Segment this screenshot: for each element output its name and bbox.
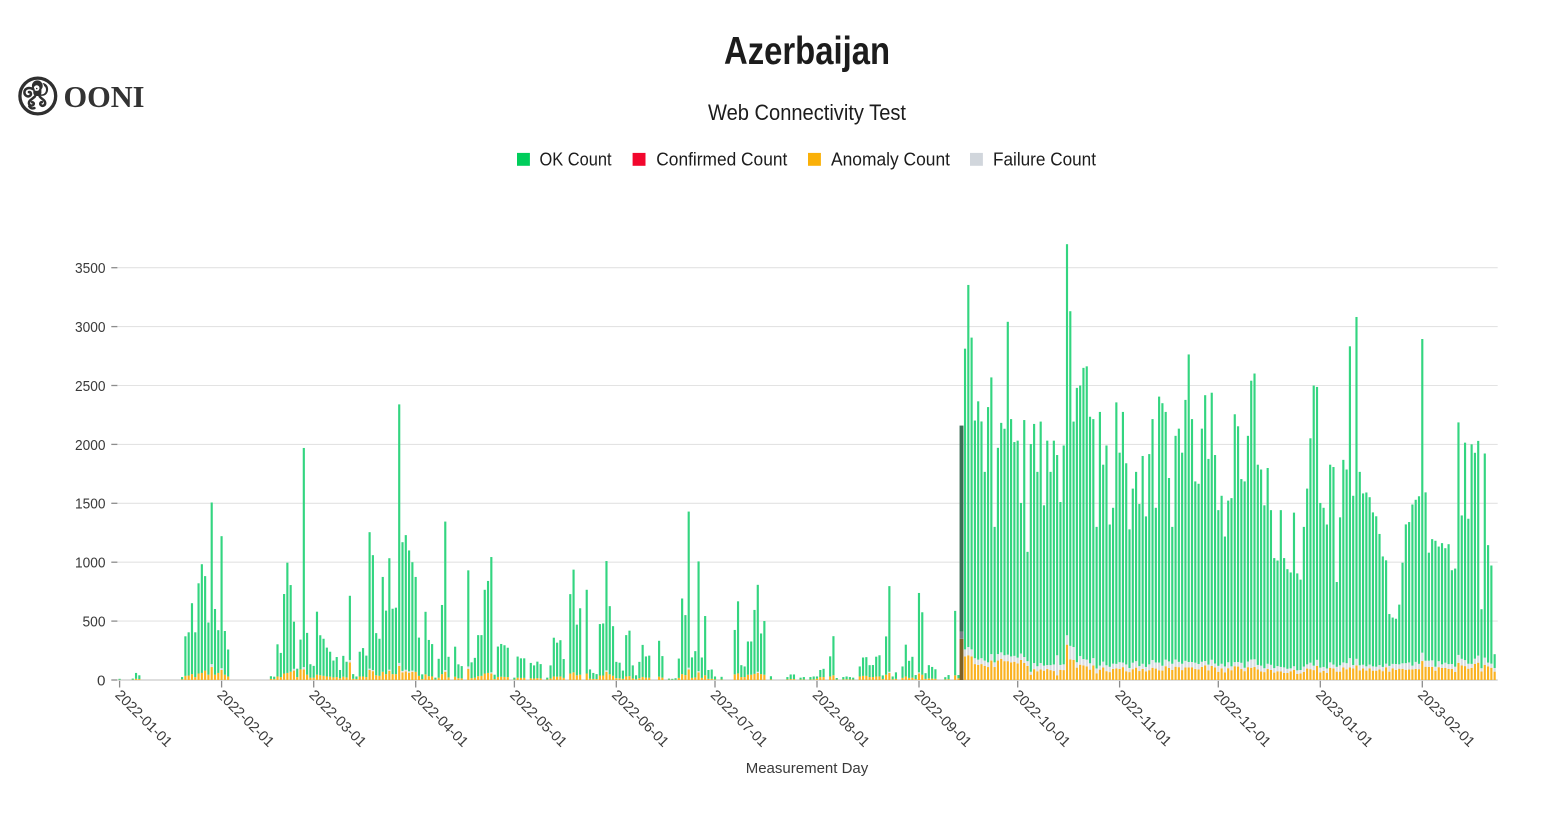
svg-text:Azerbaijan: Azerbaijan <box>724 30 890 73</box>
svg-text:OONI: OONI <box>64 80 145 114</box>
svg-text:Measurement Day: Measurement Day <box>746 760 869 777</box>
svg-text:Web Connectivity Test: Web Connectivity Test <box>708 100 906 125</box>
svg-text:0: 0 <box>97 672 105 689</box>
svg-text:Confirmed Count: Confirmed Count <box>656 149 787 169</box>
svg-text:1500: 1500 <box>75 496 106 513</box>
svg-text:500: 500 <box>83 614 106 631</box>
svg-text:Anomaly Count: Anomaly Count <box>831 149 950 169</box>
svg-text:OK Count: OK Count <box>540 149 612 169</box>
svg-text:3500: 3500 <box>75 260 106 277</box>
svg-text:1000: 1000 <box>75 555 106 572</box>
svg-text:Failure Count: Failure Count <box>993 149 1096 169</box>
svg-text:2000: 2000 <box>75 437 106 454</box>
svg-text:3000: 3000 <box>75 319 106 336</box>
svg-text:2500: 2500 <box>75 378 106 395</box>
